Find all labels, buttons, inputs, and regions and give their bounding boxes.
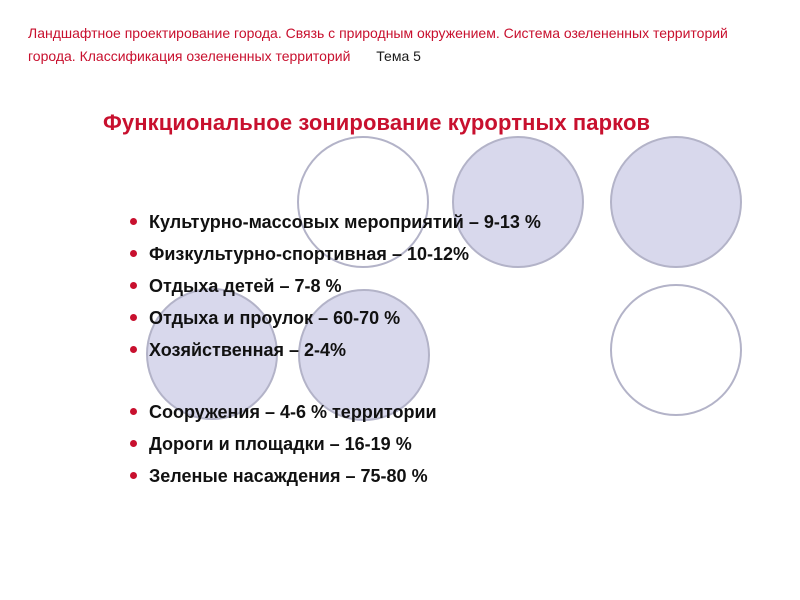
topic-label: Тема 5	[376, 48, 421, 64]
list-item-text: Зеленые насаждения – 75-80 %	[149, 466, 428, 486]
slide-title: Функциональное зонирование курортных пар…	[103, 110, 651, 135]
bullet-dot-icon	[130, 472, 137, 479]
list-item-text: Физкультурно-спортивная – 10-12%	[149, 244, 469, 264]
bullet-dot-icon	[130, 408, 137, 415]
list-item: Отдыха детей – 7-8 %	[128, 270, 541, 302]
header-text: Ландшафтное проектирование города. Связь…	[28, 25, 728, 64]
bullet-dot-icon	[130, 218, 137, 225]
list-item-text: Дороги и площадки – 16-19 %	[149, 434, 412, 454]
bullet-dot-icon	[130, 314, 137, 321]
list-item-text: Отдыха и проулок – 60-70 %	[149, 308, 401, 328]
list-item: Культурно-массовых мероприятий – 9-13 %	[128, 206, 541, 238]
bullet-list: Культурно-массовых мероприятий – 9-13 % …	[128, 206, 541, 492]
list-item-text: Культурно-массовых мероприятий – 9-13 %	[149, 212, 541, 232]
list-item: Хозяйственная – 2-4%	[128, 334, 541, 366]
bullet-dot-icon	[130, 440, 137, 447]
list-item: Дороги и площадки – 16-19 %	[128, 428, 541, 460]
circle-outline-bottom-right	[610, 284, 742, 416]
circle-filled-top-middle	[452, 136, 584, 268]
list-item-text: Сооружения – 4-6 % территории	[149, 402, 437, 422]
circle-filled-bottom-left	[146, 288, 278, 420]
bullet-dot-icon	[130, 250, 137, 257]
list-item: Зеленые насаждения – 75-80 %	[128, 460, 541, 492]
bullet-dot-icon	[130, 282, 137, 289]
circle-outline-top-left	[297, 136, 429, 268]
list-item: Отдыха и проулок – 60-70 %	[128, 302, 541, 334]
circle-filled-bottom-middle	[298, 289, 430, 421]
list-item: Физкультурно-спортивная – 10-12%	[128, 238, 541, 270]
bullet-dot-icon	[130, 346, 137, 353]
list-item-text: Хозяйственная – 2-4%	[149, 340, 346, 360]
slide-header: Ландшафтное проектирование города. Связь…	[28, 22, 768, 68]
list-item-text: Отдыха детей – 7-8 %	[149, 276, 342, 296]
list-item: Сооружения – 4-6 % территории	[128, 396, 541, 428]
circle-filled-top-right	[610, 136, 742, 268]
